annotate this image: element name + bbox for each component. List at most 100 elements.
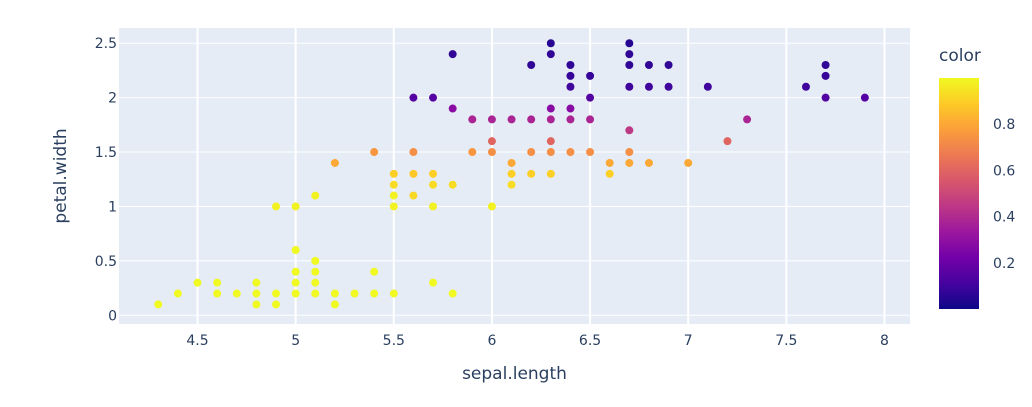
data-point: [527, 115, 536, 124]
data-point: [546, 50, 555, 59]
data-point: [272, 202, 281, 211]
colorbar-tick-label: 0.4: [993, 210, 1015, 226]
data-point: [409, 191, 418, 200]
data-point: [821, 71, 830, 80]
data-point: [291, 289, 300, 298]
data-point: [566, 115, 575, 124]
x-axis-title: sepal.length: [462, 364, 567, 384]
data-point: [487, 115, 496, 124]
data-point: [487, 137, 496, 146]
data-point: [468, 148, 477, 157]
data-point: [644, 61, 653, 69]
y-tick-label: 1: [108, 199, 117, 215]
data-point: [468, 115, 477, 124]
x-tick-label: 4.5: [186, 333, 208, 349]
data-point: [193, 278, 202, 287]
data-point: [429, 169, 438, 178]
data-point: [644, 82, 653, 91]
data-point: [389, 191, 398, 200]
data-point: [272, 289, 281, 298]
data-point: [448, 180, 457, 189]
data-point: [252, 289, 261, 298]
data-point: [213, 278, 222, 287]
data-point: [625, 39, 634, 48]
data-point: [272, 300, 281, 309]
data-point: [625, 148, 634, 157]
data-point: [487, 202, 496, 211]
data-point: [429, 278, 438, 287]
data-point: [507, 180, 516, 189]
data-point: [370, 289, 379, 298]
data-point: [252, 300, 261, 309]
colorbar-title: color: [939, 46, 981, 66]
x-tick-label: 5: [291, 333, 300, 349]
data-point: [389, 202, 398, 211]
data-point: [448, 104, 457, 113]
data-point: [625, 82, 634, 91]
data-point: [664, 82, 673, 91]
data-point: [664, 61, 673, 69]
data-point: [546, 115, 555, 124]
data-point: [821, 61, 830, 69]
x-tick-label: 5.5: [383, 333, 405, 349]
data-point: [409, 93, 418, 102]
data-point: [370, 267, 379, 276]
data-point: [723, 137, 732, 146]
data-point: [429, 93, 438, 102]
data-point: [860, 93, 869, 102]
data-point: [252, 278, 261, 287]
data-point: [644, 158, 653, 167]
data-point: [566, 71, 575, 80]
data-point: [546, 148, 555, 157]
data-point: [311, 267, 320, 276]
data-point: [821, 93, 830, 102]
data-point: [625, 126, 634, 135]
data-point: [586, 71, 595, 80]
data-point: [311, 278, 320, 287]
data-point: [389, 169, 398, 178]
x-axis-ticks: 4.5 5 5.5 6 6.5 7 7.5 8: [186, 333, 889, 349]
data-point: [586, 115, 595, 124]
x-tick-label: 8: [880, 333, 889, 349]
data-point: [546, 104, 555, 113]
data-point: [801, 82, 810, 91]
data-point: [389, 289, 398, 298]
y-tick-label: 1.5: [95, 145, 117, 161]
data-point: [566, 61, 575, 69]
data-point: [409, 148, 418, 157]
data-point: [527, 148, 536, 157]
data-point: [546, 39, 555, 48]
data-point: [370, 148, 379, 157]
x-tick-label: 7.5: [775, 333, 797, 349]
x-tick-label: 7: [684, 333, 693, 349]
data-point: [291, 278, 300, 287]
data-point: [291, 246, 300, 254]
data-point: [213, 289, 222, 298]
data-point: [311, 256, 320, 265]
colorbar-tick-label: 0.2: [993, 256, 1015, 272]
data-point: [605, 169, 614, 178]
data-point: [154, 300, 163, 309]
data-point: [291, 267, 300, 276]
data-point: [389, 180, 398, 189]
y-tick-label: 2: [108, 91, 117, 107]
colorbar-tick-label: 0.6: [993, 163, 1015, 179]
data-point: [566, 148, 575, 157]
data-point: [350, 289, 359, 298]
data-point: [527, 61, 536, 69]
data-point: [546, 169, 555, 178]
data-points: [154, 39, 869, 309]
data-point: [586, 93, 595, 102]
data-point: [546, 137, 555, 146]
data-point: [605, 158, 614, 167]
data-point: [232, 289, 241, 298]
data-point: [291, 202, 300, 211]
data-point: [173, 289, 182, 298]
data-point: [429, 180, 438, 189]
y-tick-label: 0.5: [95, 254, 117, 270]
data-point: [330, 300, 339, 309]
data-point: [527, 169, 536, 178]
data-point: [625, 158, 634, 167]
data-point: [429, 202, 438, 211]
data-point: [703, 82, 712, 91]
